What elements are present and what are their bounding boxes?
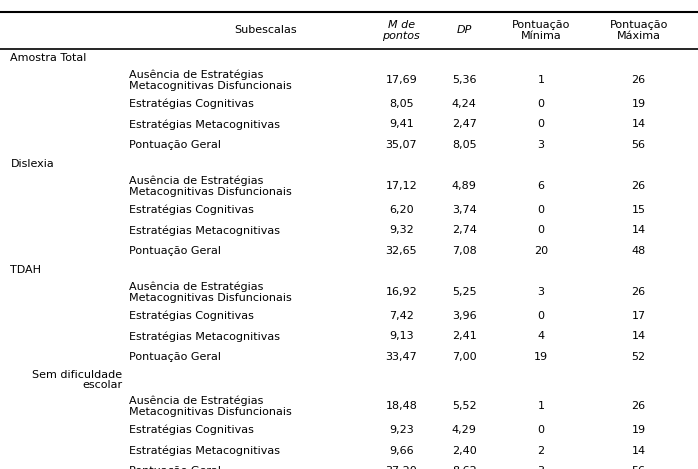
Text: Metacognitivas Disfuncionais: Metacognitivas Disfuncionais	[129, 407, 292, 417]
Text: 3: 3	[537, 466, 544, 469]
Text: Dislexia: Dislexia	[10, 159, 54, 169]
Text: 35,07: 35,07	[385, 140, 417, 150]
Text: 7,42: 7,42	[389, 310, 414, 321]
Text: 14: 14	[632, 446, 646, 456]
Text: 19: 19	[632, 425, 646, 435]
Text: 0: 0	[537, 204, 544, 215]
Text: Estratégias Metacognitivas: Estratégias Metacognitivas	[129, 119, 280, 129]
Text: 56: 56	[632, 466, 646, 469]
Text: 9,13: 9,13	[389, 331, 414, 341]
Text: M de
pontos: M de pontos	[383, 20, 420, 41]
Text: Ausência de Estratégias: Ausência de Estratégias	[129, 175, 264, 186]
Text: 7,00: 7,00	[452, 352, 477, 362]
Text: 19: 19	[632, 98, 646, 109]
Text: 8,05: 8,05	[452, 140, 477, 150]
Text: 0: 0	[537, 98, 544, 109]
Text: DP: DP	[456, 25, 472, 36]
Text: 6: 6	[537, 181, 544, 191]
Text: 15: 15	[632, 204, 646, 215]
Text: 17,69: 17,69	[385, 75, 417, 85]
Text: 33,47: 33,47	[385, 352, 417, 362]
Text: 2,74: 2,74	[452, 225, 477, 235]
Text: Sem dificuldade: Sem dificuldade	[32, 371, 122, 380]
Text: 4,89: 4,89	[452, 181, 477, 191]
Text: 16,92: 16,92	[385, 287, 417, 297]
Text: 0: 0	[537, 119, 544, 129]
Text: 26: 26	[632, 75, 646, 85]
Text: 0: 0	[537, 425, 544, 435]
Text: 2,41: 2,41	[452, 331, 477, 341]
Text: 0: 0	[537, 225, 544, 235]
Text: Ausência de Estratégias: Ausência de Estratégias	[129, 69, 264, 80]
Text: Pontuação
Mínima: Pontuação Mínima	[512, 20, 570, 41]
Text: Estratégias Cognitivas: Estratégias Cognitivas	[129, 98, 254, 109]
Text: 7,08: 7,08	[452, 246, 477, 256]
Text: 18,48: 18,48	[385, 401, 417, 411]
Text: 5,36: 5,36	[452, 75, 477, 85]
Text: 56: 56	[632, 140, 646, 150]
Text: Subescalas: Subescalas	[234, 25, 297, 36]
Text: 9,66: 9,66	[389, 446, 414, 456]
Text: 5,52: 5,52	[452, 401, 477, 411]
Text: 2,40: 2,40	[452, 446, 477, 456]
Text: Amostra Total: Amostra Total	[10, 53, 87, 63]
Text: 26: 26	[632, 181, 646, 191]
Text: 3: 3	[537, 287, 544, 297]
Text: Estratégias Metacognitivas: Estratégias Metacognitivas	[129, 331, 280, 341]
Text: 1: 1	[537, 75, 544, 85]
Text: 9,32: 9,32	[389, 225, 414, 235]
Text: escolar: escolar	[82, 380, 122, 391]
Text: Ausência de Estratégias: Ausência de Estratégias	[129, 281, 264, 292]
Text: 14: 14	[632, 331, 646, 341]
Text: 37,20: 37,20	[385, 466, 417, 469]
Text: 8,05: 8,05	[389, 98, 414, 109]
Text: 19: 19	[534, 352, 548, 362]
Text: 14: 14	[632, 225, 646, 235]
Text: Estratégias Metacognitivas: Estratégias Metacognitivas	[129, 225, 280, 235]
Text: 1: 1	[537, 401, 544, 411]
Text: 3,96: 3,96	[452, 310, 477, 321]
Text: 4: 4	[537, 331, 544, 341]
Text: Estratégias Cognitivas: Estratégias Cognitivas	[129, 310, 254, 321]
Text: Pontuação Geral: Pontuação Geral	[129, 246, 221, 256]
Text: 4,29: 4,29	[452, 425, 477, 435]
Text: 32,65: 32,65	[385, 246, 417, 256]
Text: 9,41: 9,41	[389, 119, 414, 129]
Text: 48: 48	[632, 246, 646, 256]
Text: 2: 2	[537, 446, 544, 456]
Text: 17: 17	[632, 310, 646, 321]
Text: 5,25: 5,25	[452, 287, 477, 297]
Text: 6,20: 6,20	[389, 204, 414, 215]
Text: Pontuação Geral: Pontuação Geral	[129, 140, 221, 150]
Text: Estratégias Metacognitivas: Estratégias Metacognitivas	[129, 446, 280, 456]
Text: Metacognitivas Disfuncionais: Metacognitivas Disfuncionais	[129, 293, 292, 303]
Text: 26: 26	[632, 287, 646, 297]
Text: 17,12: 17,12	[385, 181, 417, 191]
Text: 3,74: 3,74	[452, 204, 477, 215]
Text: 0: 0	[537, 310, 544, 321]
Text: 9,23: 9,23	[389, 425, 414, 435]
Text: Metacognitivas Disfuncionais: Metacognitivas Disfuncionais	[129, 187, 292, 197]
Text: 3: 3	[537, 140, 544, 150]
Text: TDAH: TDAH	[10, 265, 41, 275]
Text: 14: 14	[632, 119, 646, 129]
Text: Estratégias Cognitivas: Estratégias Cognitivas	[129, 425, 254, 435]
Text: 26: 26	[632, 401, 646, 411]
Text: 2,47: 2,47	[452, 119, 477, 129]
Text: 4,24: 4,24	[452, 98, 477, 109]
Text: Estratégias Cognitivas: Estratégias Cognitivas	[129, 204, 254, 215]
Text: Pontuação
Máxima: Pontuação Máxima	[609, 20, 668, 41]
Text: Metacognitivas Disfuncionais: Metacognitivas Disfuncionais	[129, 81, 292, 91]
Text: 8,62: 8,62	[452, 466, 477, 469]
Text: Pontuação Geral: Pontuação Geral	[129, 352, 221, 362]
Text: Pontuação Geral: Pontuação Geral	[129, 466, 221, 469]
Text: 52: 52	[632, 352, 646, 362]
Text: 20: 20	[534, 246, 548, 256]
Text: Ausência de Estratégias: Ausência de Estratégias	[129, 395, 264, 406]
